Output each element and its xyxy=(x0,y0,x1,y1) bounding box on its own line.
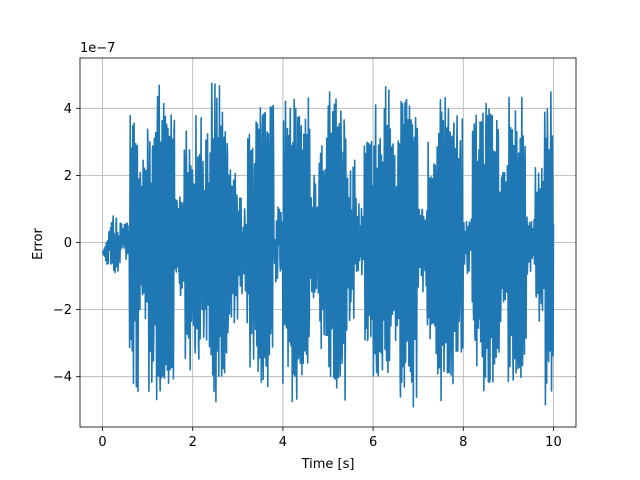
x-tick-label: 2 xyxy=(189,435,197,450)
error-series-line xyxy=(101,82,555,408)
y-tick-label: −4 xyxy=(53,370,72,385)
x-tick-label: 10 xyxy=(545,435,562,450)
x-axis-label: Time [s] xyxy=(301,457,355,472)
y-axis-ticks: −4 −2 0 2 4 xyxy=(53,102,80,385)
y-tick-label: 2 xyxy=(64,169,72,184)
x-tick-label: 8 xyxy=(459,435,467,450)
y-axis-multiplier: 1e−7 xyxy=(80,41,115,56)
plot-area xyxy=(79,57,577,428)
x-tick-label: 4 xyxy=(279,435,287,450)
x-tick-label: 0 xyxy=(98,435,106,450)
y-tick-label: −2 xyxy=(53,303,72,318)
y-tick-label: 4 xyxy=(64,102,72,117)
x-axis-ticks: 0 2 4 6 8 10 xyxy=(98,427,562,450)
y-tick-label: 0 xyxy=(64,236,72,251)
x-tick-label: 6 xyxy=(369,435,377,450)
data-series xyxy=(101,82,555,408)
y-axis-label: Error xyxy=(31,228,46,260)
